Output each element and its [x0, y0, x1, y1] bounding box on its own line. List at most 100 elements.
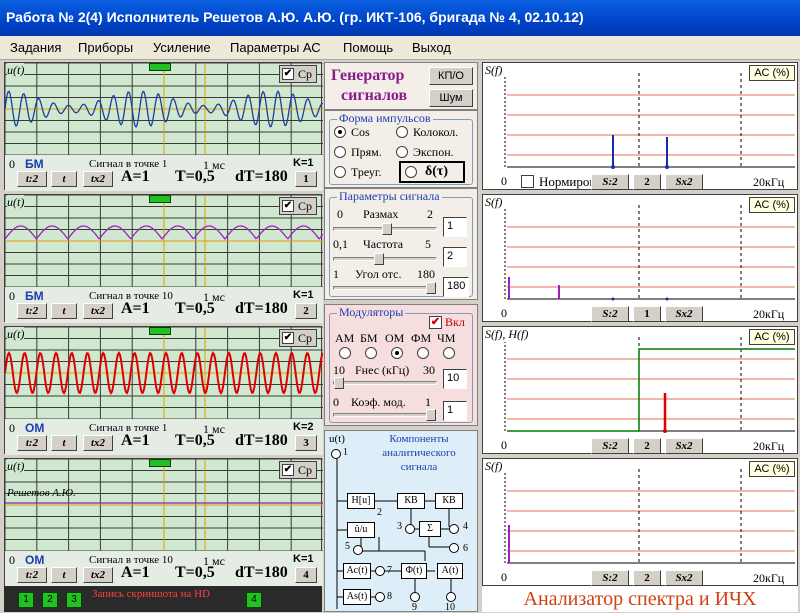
spectrum-mid-button[interactable]: 1: [633, 306, 661, 322]
analytic-node-8[interactable]: [375, 592, 385, 602]
kmod-field[interactable]: 1: [443, 401, 467, 421]
kmod-slider-thumb[interactable]: [426, 409, 436, 421]
cp-check[interactable]: ✔: [282, 332, 294, 344]
spectrum-sx2-button[interactable]: Sx2: [665, 306, 703, 322]
spectrum-ac-button[interactable]: АС (%): [749, 197, 795, 213]
spectrum-sdiv2-button[interactable]: S:2: [591, 174, 629, 190]
channel-2-button[interactable]: 2: [42, 592, 58, 608]
scope-t-button[interactable]: t: [51, 567, 77, 583]
scope-marker[interactable]: [149, 63, 171, 71]
noise-button[interactable]: Шум: [429, 89, 473, 107]
menu-exit[interactable]: Выход: [412, 40, 451, 55]
normalize-checkbox[interactable]: [521, 175, 534, 188]
squarer-block-1[interactable]: КВ: [397, 493, 425, 509]
ratio-block[interactable]: û/u: [347, 522, 375, 538]
scope-number-button[interactable]: 1: [295, 171, 317, 187]
spectrum-sx2-button[interactable]: Sx2: [665, 438, 703, 454]
analytic-node-3[interactable]: [405, 524, 415, 534]
screenshot-label[interactable]: Запись скриншота на HD: [92, 588, 210, 600]
scope-marker[interactable]: [149, 195, 171, 203]
spectrum-ac-button[interactable]: АС (%): [749, 65, 795, 81]
spectrum-sdiv2-button[interactable]: S:2: [591, 306, 629, 322]
shape-cos-radio[interactable]: [334, 126, 346, 138]
scope-tdiv2-button[interactable]: t:2: [17, 435, 47, 451]
fnes-slider[interactable]: [333, 377, 437, 389]
freq-slider[interactable]: [333, 253, 437, 265]
analytic-node-4[interactable]: [449, 524, 459, 534]
as-block[interactable]: As(t): [343, 589, 371, 605]
scope-tdiv2-button[interactable]: t:2: [17, 303, 47, 319]
analytic-node-10[interactable]: [446, 592, 456, 602]
mod-bm-radio[interactable]: [365, 347, 377, 359]
analytic-node-1[interactable]: [331, 449, 341, 459]
scope-number-button[interactable]: 2: [295, 303, 317, 319]
scope-cp-checkbox[interactable]: ✔ Ср: [279, 65, 317, 83]
shape-exp-radio[interactable]: [396, 146, 408, 158]
analytic-node-7[interactable]: [375, 566, 385, 576]
range-field[interactable]: 1: [443, 217, 467, 237]
scope-tx2-button[interactable]: tx2: [83, 567, 113, 583]
squarer-block-2[interactable]: КВ: [435, 493, 463, 509]
scope-cp-checkbox[interactable]: ✔ Ср: [279, 461, 317, 479]
channel-4-button[interactable]: 4: [246, 592, 262, 608]
scope-t-button[interactable]: t: [51, 303, 77, 319]
scope-cp-checkbox[interactable]: ✔ Ср: [279, 329, 317, 347]
freq-slider-thumb[interactable]: [374, 253, 384, 265]
menu-devices[interactable]: Приборы: [78, 40, 134, 55]
mod-chm-radio[interactable]: [443, 347, 455, 359]
scope-tx2-button[interactable]: tx2: [83, 435, 113, 451]
ac-block[interactable]: Ac(t): [343, 563, 371, 579]
scope-tx2-button[interactable]: tx2: [83, 303, 113, 319]
envelope-block[interactable]: A(t): [437, 563, 463, 579]
delta-radio[interactable]: [405, 166, 417, 178]
cp-check[interactable]: ✔: [282, 464, 294, 476]
menu-gain[interactable]: Усиление: [153, 40, 211, 55]
scope-t-button[interactable]: t: [51, 435, 77, 451]
fnes-slider-thumb[interactable]: [334, 377, 344, 389]
shape-bell-radio[interactable]: [396, 126, 408, 138]
sum-block[interactable]: Σ: [419, 521, 441, 537]
scope-t-button[interactable]: t: [51, 171, 77, 187]
analytic-node-5[interactable]: [353, 545, 363, 555]
scope-number-button[interactable]: 4: [295, 567, 317, 583]
spectrum-sdiv2-button[interactable]: S:2: [591, 438, 629, 454]
spectrum-ac-button[interactable]: АС (%): [749, 329, 795, 345]
scope-cp-checkbox[interactable]: ✔ Ср: [279, 197, 317, 215]
shape-tri-radio[interactable]: [334, 166, 346, 178]
scope-tdiv2-button[interactable]: t:2: [17, 171, 47, 187]
cp-check[interactable]: ✔: [282, 68, 294, 80]
scope-tx2-button[interactable]: tx2: [83, 171, 113, 187]
menu-help[interactable]: Помощь: [343, 40, 394, 55]
spectrum-mid-button[interactable]: 2: [633, 570, 661, 586]
mod-am-radio[interactable]: [339, 347, 351, 359]
modulators-enable-checkbox[interactable]: ✔: [429, 316, 442, 329]
menu-tasks[interactable]: Задания: [10, 40, 62, 55]
angle-slider[interactable]: [333, 282, 437, 294]
angle-slider-thumb[interactable]: [426, 282, 436, 294]
shape-rect-radio[interactable]: [334, 146, 346, 158]
kmod-slider[interactable]: [333, 409, 437, 421]
analytic-node-9[interactable]: [410, 592, 420, 602]
angle-field[interactable]: 180: [443, 277, 469, 297]
fnes-field[interactable]: 10: [443, 369, 467, 389]
scope-marker[interactable]: [149, 327, 171, 335]
menu-ac-params[interactable]: Параметры АС: [230, 40, 321, 55]
scope-marker[interactable]: [149, 459, 171, 467]
spectrum-mid-button[interactable]: 2: [633, 438, 661, 454]
scope-number-button[interactable]: 3: [295, 435, 317, 451]
kpo-button[interactable]: КП/О: [429, 67, 473, 85]
range-slider[interactable]: [333, 223, 437, 235]
range-slider-thumb[interactable]: [382, 223, 392, 235]
mod-fm-radio[interactable]: [417, 347, 429, 359]
hilbert-block[interactable]: H[u]: [347, 493, 375, 509]
spectrum-sx2-button[interactable]: Sx2: [665, 570, 703, 586]
delta-button[interactable]: δ(τ): [399, 161, 465, 183]
analytic-node-6[interactable]: [449, 543, 459, 553]
scope-tdiv2-button[interactable]: t:2: [17, 567, 47, 583]
spectrum-sdiv2-button[interactable]: S:2: [591, 570, 629, 586]
cp-check[interactable]: ✔: [282, 200, 294, 212]
freq-field[interactable]: 2: [443, 247, 467, 267]
spectrum-mid-button[interactable]: 2: [633, 174, 661, 190]
phase-block[interactable]: Φ(t): [401, 563, 427, 579]
channel-1-button[interactable]: 1: [18, 592, 34, 608]
